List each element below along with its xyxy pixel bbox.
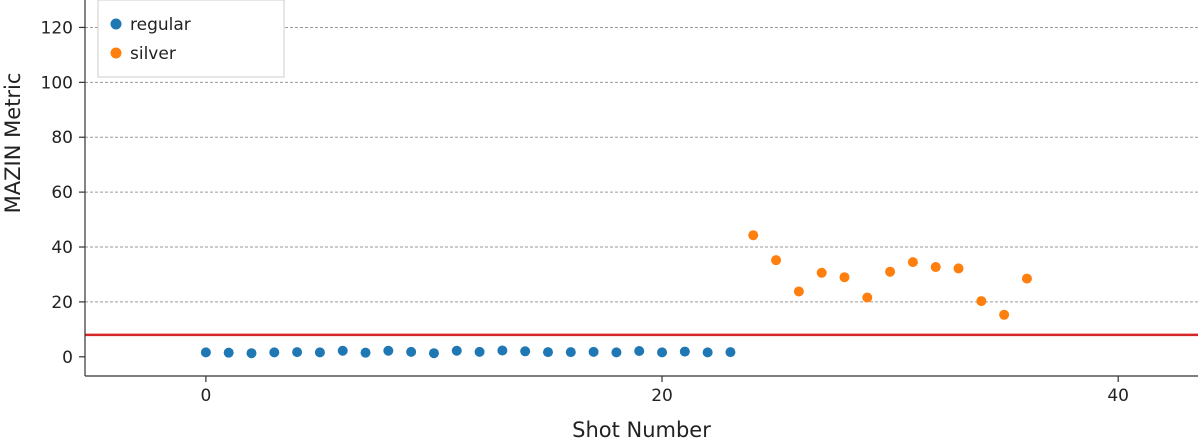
legend-label-silver: silver — [130, 44, 176, 64]
data-point-silver — [999, 309, 1010, 320]
data-point-silver — [771, 255, 782, 266]
y-axis-label: MAZIN Metric — [1, 73, 25, 214]
data-point-regular — [702, 347, 713, 358]
x-tick-label: 0 — [200, 386, 211, 406]
data-point-regular — [383, 345, 394, 356]
y-tick-label: 120 — [41, 18, 73, 38]
data-point-regular — [246, 348, 257, 359]
data-point-regular — [657, 347, 668, 358]
data-point-regular — [634, 346, 645, 357]
data-points — [200, 230, 1032, 359]
data-point-regular — [337, 345, 348, 356]
data-point-regular — [520, 346, 531, 357]
legend-box — [97, 0, 285, 78]
data-point-regular — [428, 348, 439, 359]
data-point-silver — [907, 257, 918, 268]
y-tick-label: 20 — [51, 293, 73, 313]
data-point-silver — [885, 266, 896, 277]
data-point-regular — [314, 347, 325, 358]
data-point-regular — [200, 347, 211, 358]
y-axis-ticks: 0 20 40 60 80 100 120 — [41, 18, 85, 368]
legend: regular silver — [97, 0, 285, 78]
y-tick-label: 100 — [41, 73, 73, 93]
data-point-silver — [748, 230, 759, 241]
data-point-regular — [406, 346, 417, 357]
y-tick-label: 60 — [51, 183, 73, 203]
data-point-regular — [269, 347, 280, 358]
y-tick-label: 80 — [51, 128, 73, 148]
data-point-silver — [930, 262, 941, 273]
data-point-regular — [223, 347, 234, 358]
data-point-regular — [474, 346, 485, 357]
data-point-silver — [1021, 273, 1032, 284]
data-point-regular — [292, 347, 303, 358]
data-point-regular — [451, 345, 462, 356]
data-point-silver — [793, 286, 804, 297]
data-point-silver — [976, 296, 987, 307]
data-point-regular — [565, 347, 576, 358]
data-point-regular — [588, 346, 599, 357]
data-point-regular — [725, 347, 736, 358]
data-point-silver — [839, 272, 850, 283]
data-point-silver — [862, 292, 873, 303]
y-tick-label: 0 — [62, 348, 73, 368]
x-axis-ticks: 0 20 40 — [200, 376, 1129, 406]
x-tick-label: 20 — [651, 386, 673, 406]
data-point-silver — [953, 263, 964, 274]
x-axis-label: Shot Number — [572, 418, 711, 442]
x-tick-label: 40 — [1107, 386, 1129, 406]
data-point-silver — [816, 267, 827, 278]
data-point-regular — [360, 347, 371, 358]
data-point-regular — [679, 346, 690, 357]
legend-marker-silver — [110, 47, 122, 59]
legend-marker-regular — [110, 18, 122, 30]
data-point-regular — [611, 347, 622, 358]
legend-label-regular: regular — [130, 15, 191, 35]
y-tick-label: 40 — [51, 238, 73, 258]
data-point-regular — [497, 345, 508, 356]
data-point-regular — [542, 347, 553, 358]
